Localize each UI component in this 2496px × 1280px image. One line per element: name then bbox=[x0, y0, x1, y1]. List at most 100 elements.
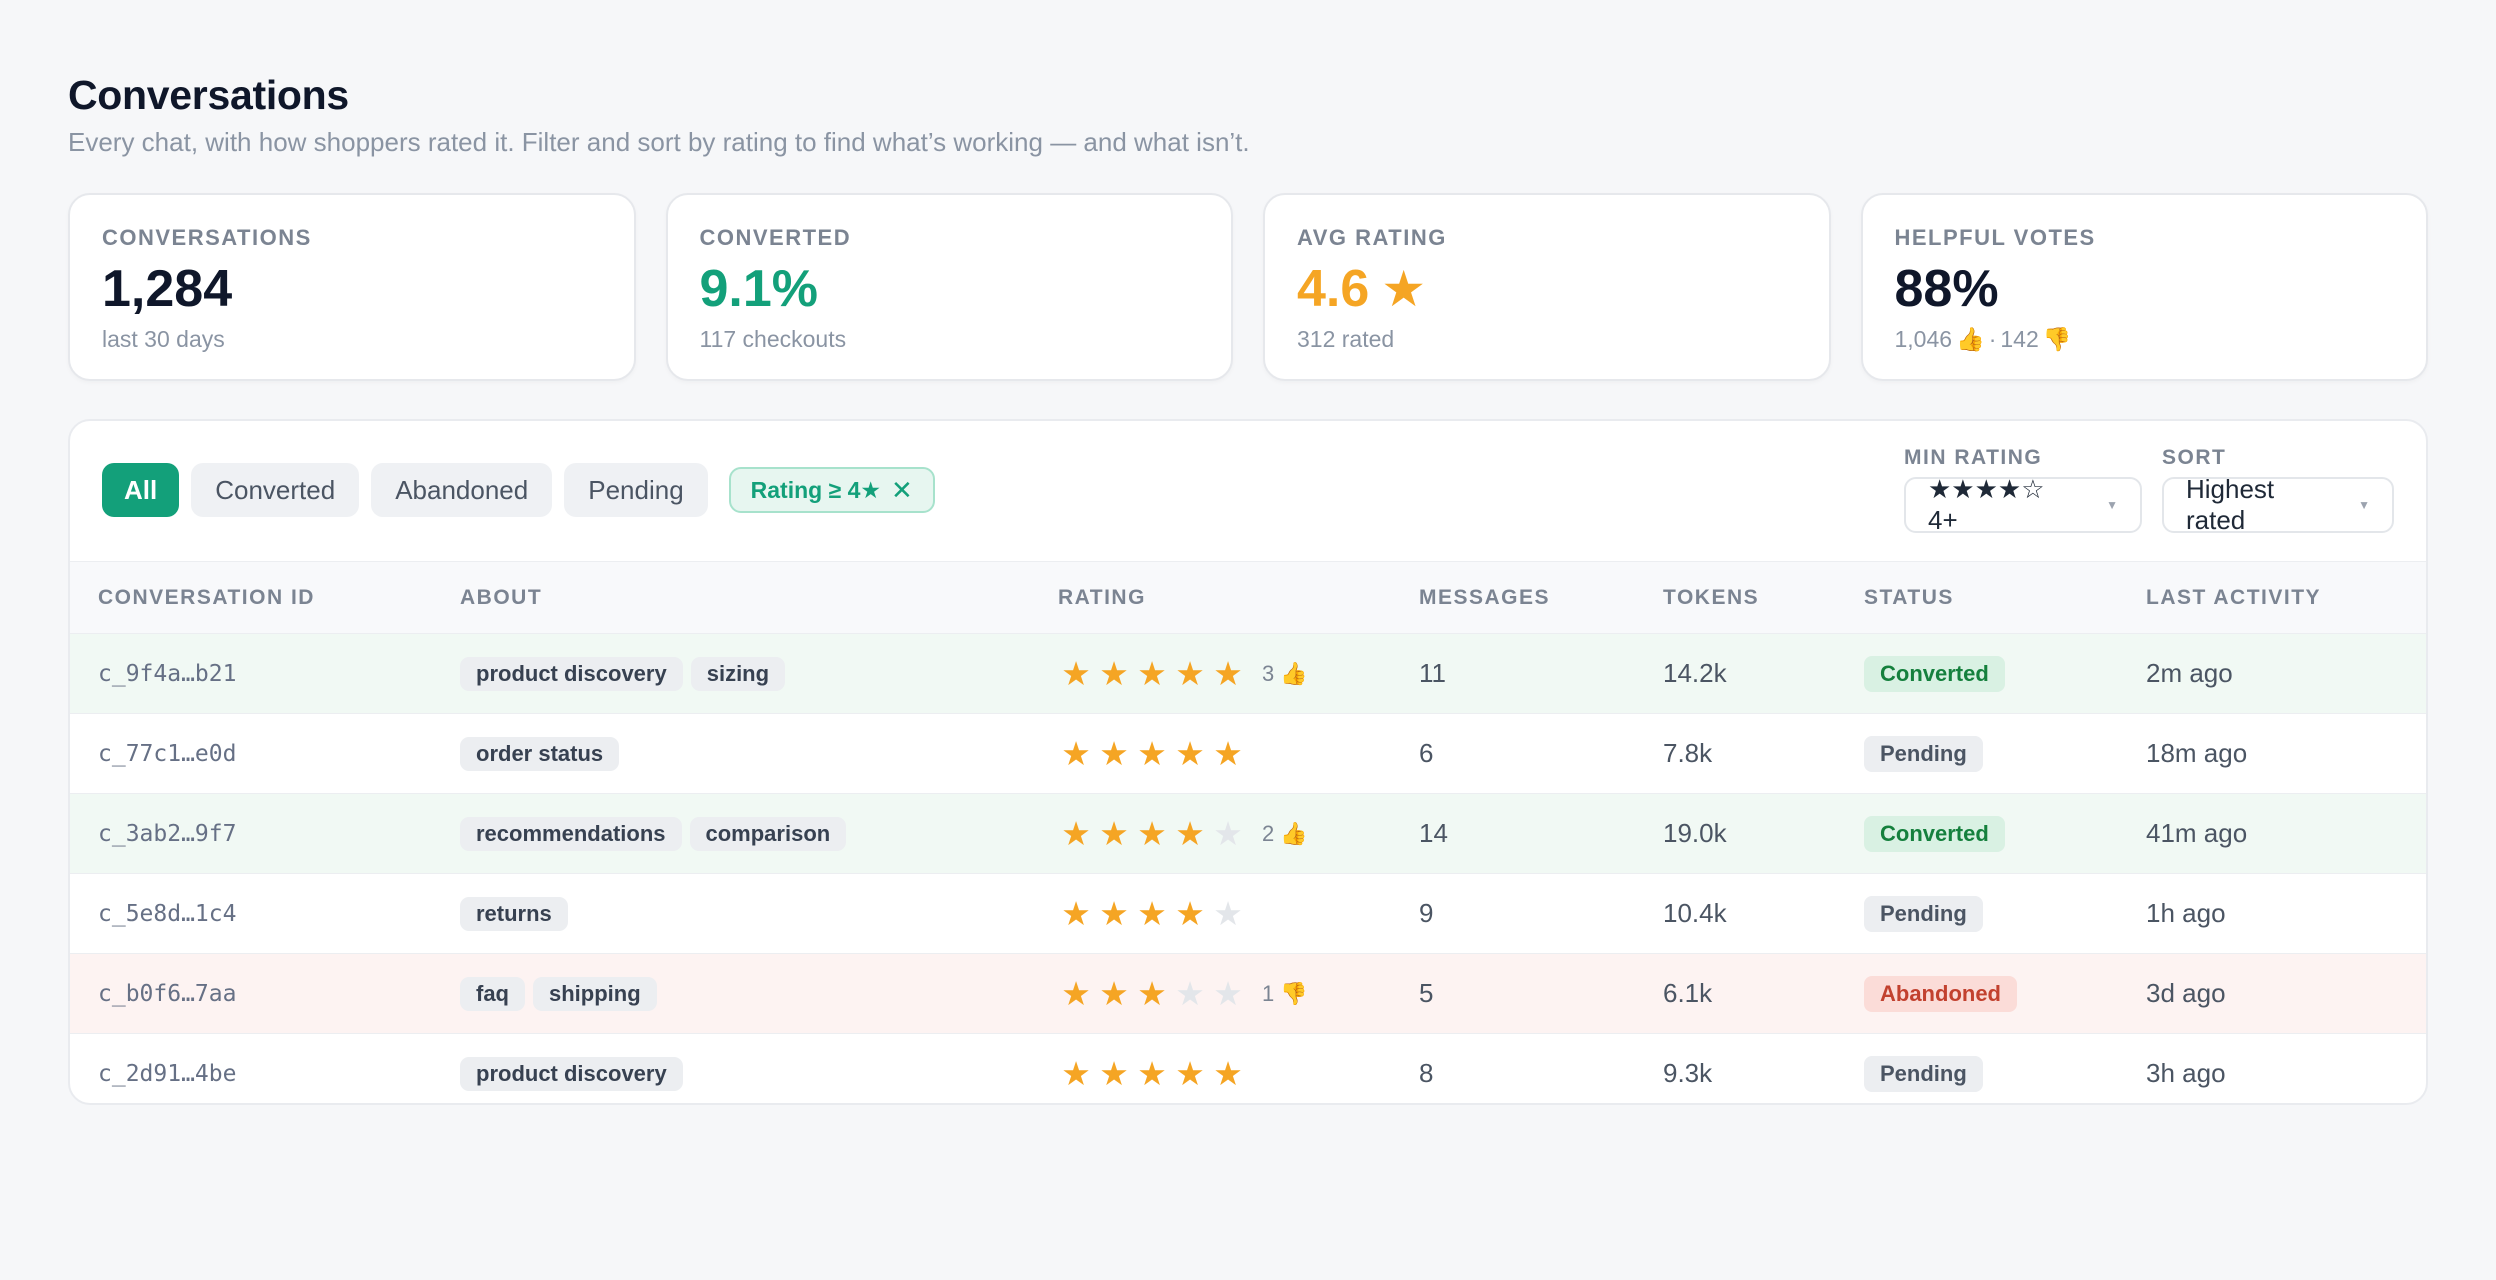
rating-filter-chip[interactable]: Rating ≥ 4★ ✕ bbox=[728, 467, 935, 513]
sort-select[interactable]: Highest rated ▼ bbox=[2162, 474, 2394, 535]
tokens-cell: 6.1k bbox=[1663, 978, 1713, 1008]
status-cell: Pending bbox=[1836, 874, 2118, 954]
star-filled-icon: ★ bbox=[1213, 1055, 1243, 1092]
conversation-id[interactable]: c_9f4a…b21 bbox=[98, 660, 237, 687]
status-badge: Converted bbox=[1864, 815, 2005, 852]
stat-sub: 1,046 👍 · 142 👎 bbox=[1895, 325, 2395, 353]
rating-cell: ★ ★ ★ ★ ★ 1 👎 bbox=[1030, 954, 1391, 1034]
toolbar: All Converted Abandoned Pending Rating ≥… bbox=[70, 421, 2426, 561]
helpful-down-count: 142 bbox=[2000, 326, 2039, 352]
star-filled-icon: ★ bbox=[1175, 655, 1205, 692]
star-filled-icon: ★ bbox=[1061, 655, 1091, 692]
thumbs-up-icon: 👍 bbox=[1956, 326, 1985, 352]
star-filled-icon: ★ bbox=[1061, 975, 1091, 1012]
tab-abandoned[interactable]: Abandoned bbox=[371, 463, 553, 517]
last-activity-cell: 41m ago bbox=[2146, 818, 2248, 848]
stat-value-row: 4.6 ★ bbox=[1297, 259, 1797, 319]
messages-cell: 11 bbox=[1419, 658, 1446, 688]
stat-card-helpful-votes: HELPFUL VOTES 88% 1,046 👍 · 142 👎 bbox=[1860, 193, 2428, 381]
column-header[interactable]: LAST ACTIVITY bbox=[2118, 561, 2426, 634]
sort-label: SORT bbox=[2162, 446, 2227, 469]
thumbs-down-icon: 👎 bbox=[2042, 326, 2072, 352]
star-filled-icon: ★ bbox=[1137, 895, 1167, 932]
helpful-up-count: 1,046 bbox=[1894, 326, 1953, 352]
conversation-id[interactable]: c_2d91…4be bbox=[98, 1060, 237, 1087]
topic-tag[interactable]: product discovery bbox=[460, 1056, 683, 1091]
vote-count: 2 👍 bbox=[1262, 821, 1308, 847]
stat-label: AVG RATING bbox=[1297, 225, 1447, 250]
column-header[interactable]: TOKENS bbox=[1635, 561, 1836, 634]
tokens-cell: 9.3k bbox=[1663, 1058, 1713, 1088]
min-rating-value: ★★★★☆ 4+ bbox=[1928, 474, 2045, 535]
star-filled-icon: ★ bbox=[1099, 655, 1129, 692]
topic-tag[interactable]: order status bbox=[460, 736, 620, 771]
table-row[interactable]: c_9f4a…b21 product discovery sizing ★ ★ ★ ★ ★… bbox=[70, 633, 2426, 714]
min-rating-select[interactable]: ★★★★☆ 4+ ▼ bbox=[1904, 474, 2142, 535]
star-filled-icon: ★ bbox=[1061, 735, 1091, 772]
conversations-table: CONVERSATION ID ABOUT RATING MESSAGES TO… bbox=[70, 561, 2426, 1104]
thumbs-up-icon: 👍 bbox=[1280, 660, 1308, 686]
star-filled-icon: ★ bbox=[1061, 895, 1091, 932]
table-row[interactable]: c_5e8d…1c4 returns ★ ★ ★ ★ ★ 9 10.4k Pending… bbox=[70, 874, 2426, 954]
star-rating: ★ ★ ★ ★ ★ 3 👍 bbox=[1058, 657, 1391, 690]
tags: faq shipping bbox=[460, 976, 1030, 1011]
column-header[interactable]: RATING bbox=[1030, 561, 1391, 634]
topic-tag[interactable]: returns bbox=[460, 896, 568, 931]
star-empty-icon: ★ bbox=[1175, 975, 1205, 1012]
table-header-row: CONVERSATION ID ABOUT RATING MESSAGES TO… bbox=[70, 561, 2426, 634]
table-row[interactable]: c_2d91…4be product discovery ★ ★ ★ ★ ★ 8 9.3… bbox=[70, 1034, 2426, 1104]
star-empty-icon: ★ bbox=[1213, 895, 1243, 932]
table-row[interactable]: c_77c1…e0d order status ★ ★ ★ ★ ★ 6 7.8k Pen… bbox=[70, 714, 2426, 794]
about-cell: product discovery bbox=[432, 1034, 1030, 1104]
topic-tag[interactable]: faq bbox=[460, 976, 525, 1011]
table-row[interactable]: c_3ab2…9f7 recommendations comparison ★ ★ ★… bbox=[70, 793, 2426, 874]
tab-pending[interactable]: Pending bbox=[564, 463, 708, 517]
topic-tag[interactable]: recommendations bbox=[460, 816, 682, 851]
star-filled-icon: ★ bbox=[1099, 1055, 1129, 1092]
tab-converted[interactable]: Converted bbox=[191, 463, 360, 517]
stat-label: CONVERSATIONS bbox=[102, 225, 312, 250]
topic-tag[interactable]: sizing bbox=[690, 656, 786, 691]
star-empty-icon: ★ bbox=[1213, 975, 1243, 1012]
thumbs-down-icon: 👎 bbox=[1280, 980, 1308, 1006]
star-empty-icon: ★ bbox=[1213, 815, 1243, 852]
status-badge: Converted bbox=[1864, 655, 2005, 692]
messages-cell: 5 bbox=[1419, 978, 1434, 1008]
chevron-down-icon: ▼ bbox=[2358, 498, 2370, 512]
sort-control: SORT Highest rated ▼ bbox=[2162, 445, 2394, 535]
conversation-id[interactable]: c_5e8d…1c4 bbox=[98, 900, 237, 927]
topic-tag[interactable]: shipping bbox=[533, 976, 657, 1011]
last-activity-cell: 3d ago bbox=[2146, 978, 2226, 1008]
star-filled-icon: ★ bbox=[1137, 1055, 1167, 1092]
column-header[interactable]: STATUS bbox=[1836, 561, 2118, 634]
column-header[interactable]: ABOUT bbox=[432, 561, 1030, 634]
topic-tag[interactable]: comparison bbox=[689, 816, 847, 851]
stat-card-conversations: CONVERSATIONS 1,284 last 30 days bbox=[68, 193, 636, 381]
star-rating: ★ ★ ★ ★ ★ bbox=[1058, 737, 1391, 770]
conversation-id[interactable]: c_77c1…e0d bbox=[98, 740, 237, 767]
vote-count: 3 👍 bbox=[1262, 661, 1308, 687]
tab-all[interactable]: All bbox=[102, 463, 180, 517]
star-rating: ★ ★ ★ ★ ★ 1 👎 bbox=[1058, 977, 1391, 1010]
messages-cell: 9 bbox=[1419, 898, 1434, 928]
table-row[interactable]: c_b0f6…7aa faq shipping ★ ★ ★ ★ ★ 1 👎 5 6.1k Ab… bbox=[70, 953, 2426, 1034]
star-filled-icon: ★ bbox=[1099, 735, 1129, 772]
page-title: Conversations bbox=[68, 72, 349, 118]
column-header[interactable]: MESSAGES bbox=[1391, 561, 1635, 634]
column-header[interactable]: CONVERSATION ID bbox=[70, 561, 432, 634]
stat-label: HELPFUL VOTES bbox=[1894, 225, 2096, 250]
conversation-id[interactable]: c_b0f6…7aa bbox=[98, 980, 237, 1007]
topic-tag[interactable]: product discovery bbox=[460, 656, 683, 691]
conversation-id[interactable]: c_3ab2…9f7 bbox=[98, 820, 237, 847]
stat-sub: last 30 days bbox=[102, 326, 225, 352]
star-filled-icon: ★ bbox=[1175, 1055, 1205, 1092]
tags: product discovery bbox=[460, 1056, 1030, 1091]
about-cell: order status bbox=[432, 714, 1030, 794]
star-rating: ★ ★ ★ ★ ★ bbox=[1058, 897, 1391, 930]
tokens-cell: 7.8k bbox=[1663, 738, 1713, 768]
stat-label: CONVERTED bbox=[699, 225, 852, 250]
last-activity-cell: 3h ago bbox=[2146, 1058, 2226, 1088]
close-icon[interactable]: ✕ bbox=[891, 475, 913, 505]
rating-cell: ★ ★ ★ ★ ★ 3 👍 bbox=[1030, 634, 1391, 714]
star-filled-icon: ★ bbox=[1061, 815, 1091, 852]
